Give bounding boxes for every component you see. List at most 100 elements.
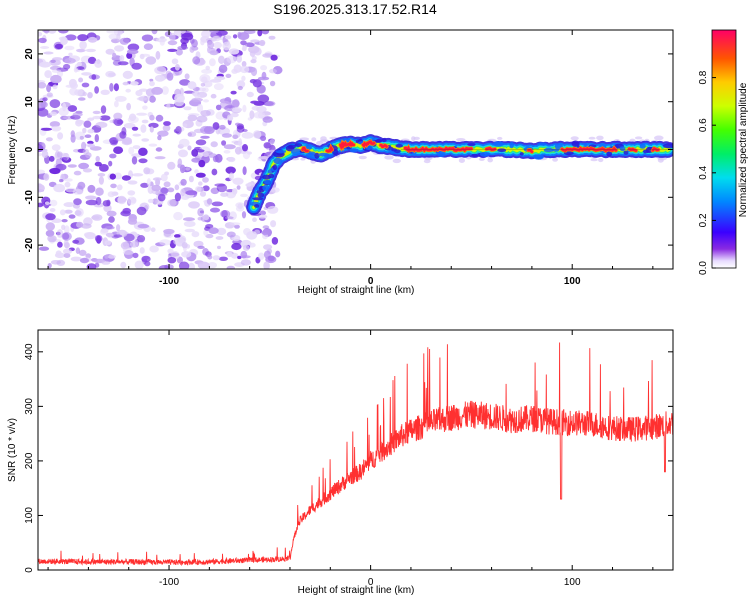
noise-blob [221,133,232,138]
ridge-edge-blob [509,141,514,149]
noise-blob [238,138,243,147]
noise-blob [94,161,102,167]
snr-x-tick-label: 0 [368,577,374,588]
noise-blob [141,119,149,124]
noise-blob [167,248,174,254]
noise-blob [212,155,219,163]
noise-blob [101,260,111,265]
noise-blob [59,157,68,161]
noise-blob [63,202,75,208]
colorbar-tick-label: 0.0 [698,261,709,275]
noise-blob [114,45,125,52]
noise-blob [92,110,101,115]
noise-blob [200,39,205,46]
spectrogram-x-label: Height of straight line (km) [298,285,415,296]
noise-blob [87,36,98,43]
noise-blob [91,214,103,221]
noise-blob [596,135,604,141]
noise-blob [143,167,151,175]
noise-blob [185,167,191,171]
noise-blob [79,40,87,50]
noise-blob [249,110,255,119]
noise-blob [260,65,268,71]
noise-blob [38,82,47,89]
noise-blob [49,155,55,162]
noise-blob [180,178,187,186]
noise-blob [122,250,134,255]
snr-x-label: Height of straight line (km) [298,585,415,596]
noise-blob [80,223,92,229]
noise-blob [211,35,221,42]
noise-blob [232,99,240,108]
noise-blob [38,169,45,175]
noise-blob [98,176,104,185]
noise-blob [51,125,62,132]
noise-blob [203,229,209,236]
noise-blob [246,231,258,240]
snr-plot: -100 0 100 0 100 200 300 400 Height of straigh… [7,329,674,596]
ridge-edge-blob [323,154,334,158]
noise-blob [131,126,139,131]
noise-blob [106,210,117,217]
noise-blob [95,121,108,128]
noise-blob [194,169,199,174]
noise-blob [183,220,196,227]
noise-blob [94,59,103,68]
noise-blob [175,48,183,56]
noise-blob [214,183,226,187]
noise-blob [85,195,97,200]
noise-blob [87,144,96,148]
noise-blob [175,125,182,135]
noise-blob [194,94,201,99]
noise-blob [77,34,89,42]
noise-blob [68,214,76,219]
noise-blob [209,58,216,67]
noise-blob [167,48,178,53]
noise-blob [114,100,119,108]
noise-blob [61,232,72,241]
noise-blob [248,242,256,248]
noise-blob [206,198,213,205]
noise-blob [53,183,66,193]
noise-blob [47,235,57,243]
noise-blob [65,34,77,41]
noise-blob [588,136,596,140]
noise-blob [87,140,94,145]
colorbar-tick-label: 0.6 [698,118,709,132]
noise-blob [38,37,47,44]
snr-y-tick-label: 300 [24,398,35,415]
noise-blob [174,64,180,71]
noise-blob [253,130,262,139]
noise-blob [218,256,228,261]
noise-blob [141,255,151,263]
ridge-edge-blob [479,151,491,157]
noise-blob [260,135,267,141]
noise-blob [250,39,260,43]
noise-blob [262,53,274,58]
ridge-edge-blob [619,146,626,152]
noise-blob [202,177,209,183]
noise-blob [270,187,280,193]
noise-blob [174,192,181,202]
noise-blob [205,224,214,229]
noise-blob [269,80,276,87]
noise-blob [187,114,198,122]
noise-blob [213,83,224,91]
noise-blob [79,135,84,140]
noise-blob [70,256,82,262]
noise-blob [63,253,71,258]
noise-blob [154,74,165,82]
noise-blob [187,145,192,151]
noise-blob [178,261,190,269]
noise-blob [240,250,248,259]
noise-blob [210,141,218,148]
noise-blob [120,241,130,250]
noise-blob [155,114,164,122]
noise-blob [193,240,204,248]
noise-blob [109,173,117,180]
noise-blob [61,224,66,230]
noise-blob [202,185,210,192]
noise-blob [106,30,119,34]
ridge-edge-blob [291,148,303,155]
noise-blob [160,173,168,182]
